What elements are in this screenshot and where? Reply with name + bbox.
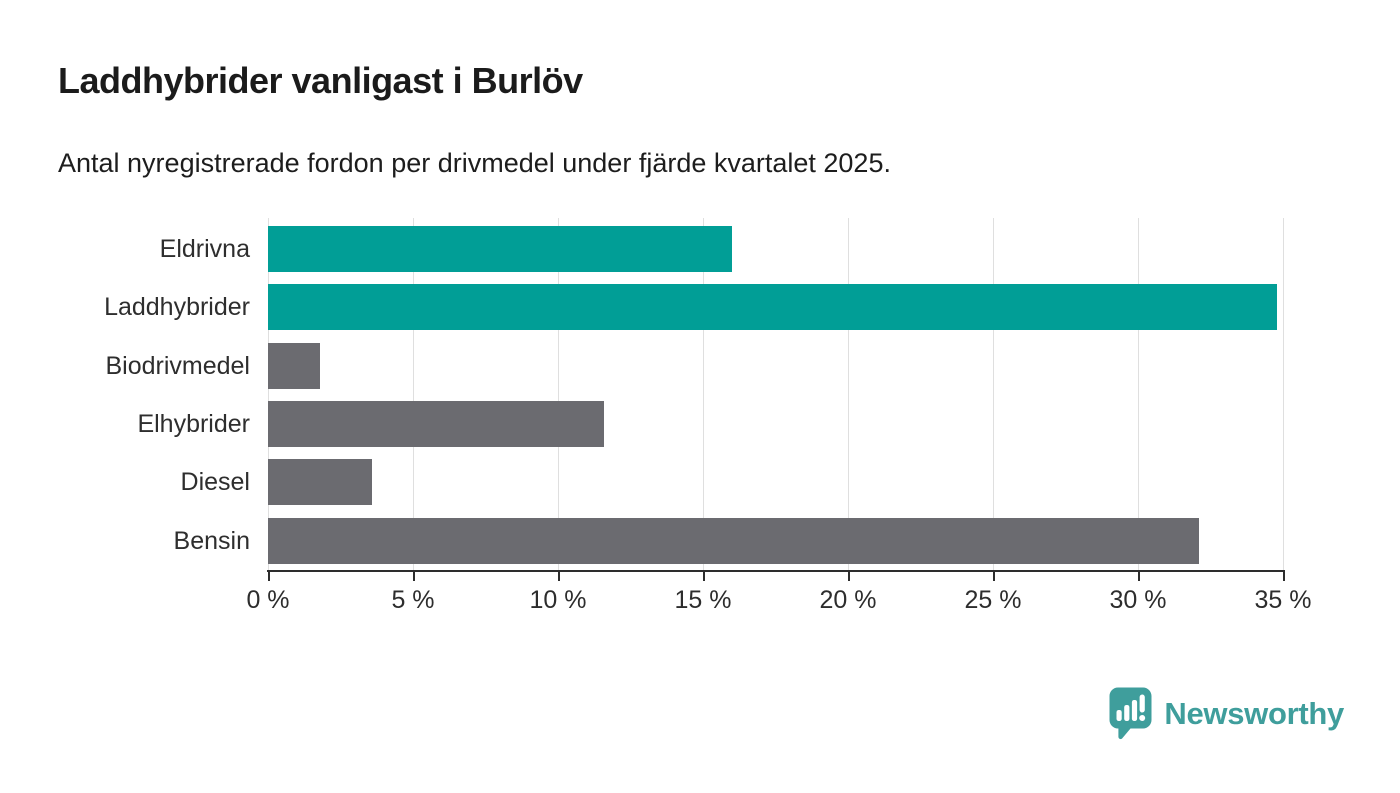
x-tick-label: 5 %	[391, 586, 435, 614]
bar	[268, 517, 1199, 564]
x-tick	[703, 572, 705, 581]
x-tick	[268, 572, 270, 581]
gridline	[848, 218, 849, 570]
x-tick-label: 35 %	[1254, 586, 1312, 614]
x-tick-label: 20 %	[819, 586, 877, 614]
gridline	[268, 218, 269, 570]
category-label: Laddhybrider	[104, 293, 250, 322]
gridline	[993, 218, 994, 570]
gridline	[413, 218, 414, 570]
gridline	[1138, 218, 1139, 570]
gridline	[1283, 218, 1284, 570]
x-tick	[993, 572, 995, 581]
category-label: Diesel	[180, 468, 250, 497]
bar	[268, 284, 1278, 331]
bar	[268, 400, 605, 447]
bar	[268, 342, 321, 389]
chart-subtitle: Antal nyregistrerade fordon per drivmede…	[58, 148, 891, 178]
x-tick	[848, 572, 850, 581]
branding: Newsworthy	[1108, 686, 1344, 741]
x-tick-label: 10 %	[529, 586, 587, 614]
x-tick-label: 25 %	[964, 586, 1022, 614]
y-axis-labels: Eldrivna Laddhybrider Biodrivmedel Elhybrid…	[0, 218, 250, 570]
category-label: Elhybrider	[137, 409, 250, 438]
x-tick-label: 15 %	[674, 586, 732, 614]
x-tick	[1283, 572, 1285, 581]
category-label: Eldrivna	[159, 235, 250, 263]
x-tick	[558, 572, 560, 581]
bar	[268, 459, 373, 506]
newsworthy-logo-icon	[1109, 687, 1152, 740]
x-tick-label: 30 %	[1109, 586, 1167, 614]
newsworthy-wordmark: Newsworthy	[1164, 695, 1344, 731]
chart-title: Laddhybrider vanligast i Burlöv	[58, 60, 583, 101]
bar	[268, 226, 732, 272]
x-tick-label: 0 %	[246, 586, 290, 614]
gridline	[558, 218, 559, 570]
x-tick	[413, 572, 415, 581]
gridline	[703, 218, 704, 570]
x-tick	[1138, 572, 1140, 581]
category-label: Biodrivmedel	[105, 351, 250, 380]
category-label: Bensin	[173, 526, 250, 555]
x-axis-line	[267, 570, 1285, 572]
plot-area	[268, 218, 1284, 570]
